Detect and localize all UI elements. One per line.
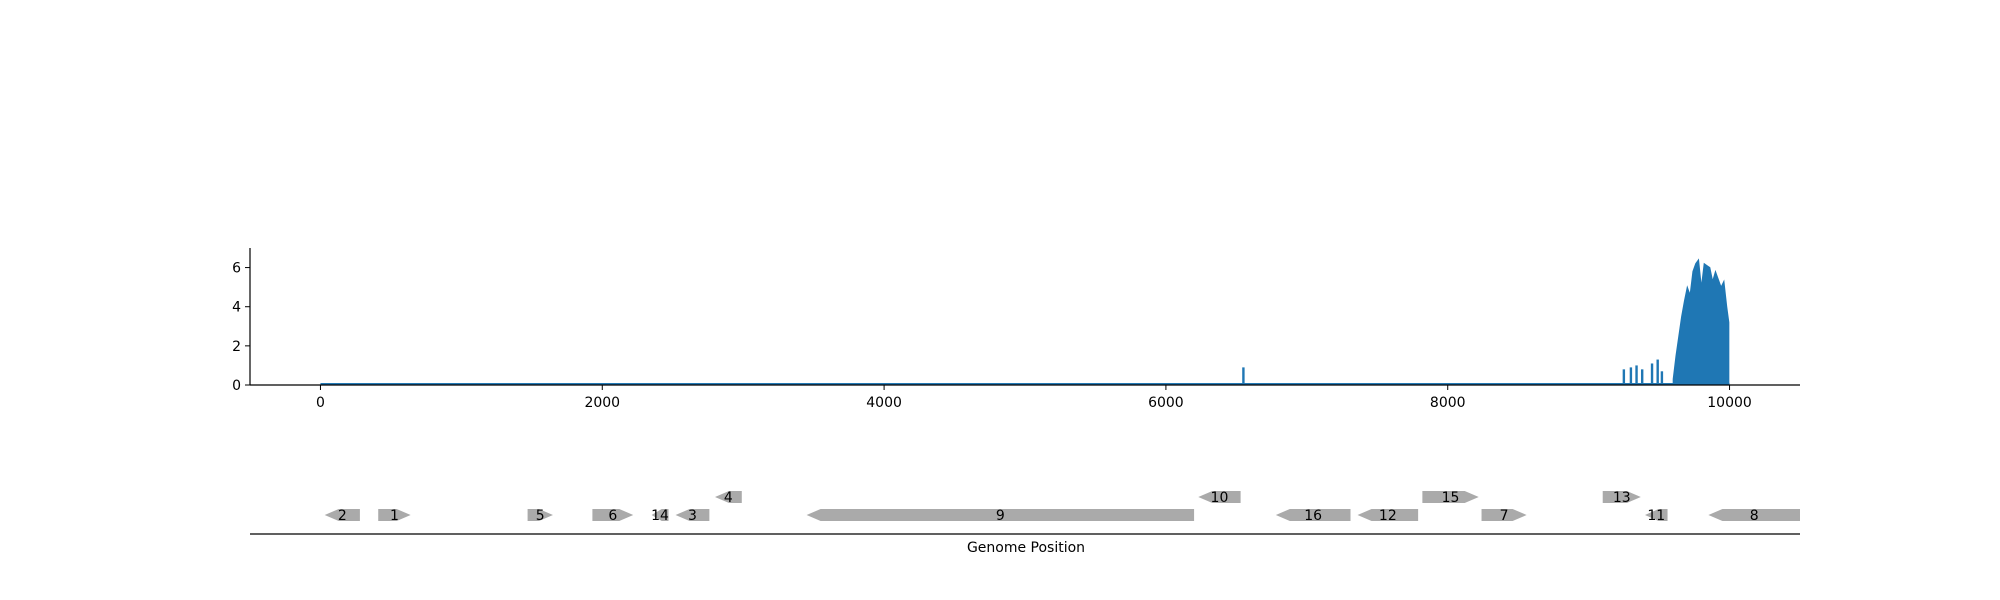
x-tick-label: 6000 xyxy=(1148,395,1184,411)
gene-label: 5 xyxy=(536,508,545,524)
gene-6: 6 xyxy=(592,508,634,524)
gene-7: 7 xyxy=(1481,508,1527,524)
y-tick: 4 xyxy=(232,300,250,316)
gene-arrow xyxy=(715,491,742,503)
x-tick: 4000 xyxy=(866,385,902,411)
gene-arrow xyxy=(378,509,411,521)
gene-13: 13 xyxy=(1602,490,1641,506)
gene-arrow xyxy=(527,509,553,521)
gene-arrow xyxy=(1481,509,1527,521)
gene-4: 4 xyxy=(715,490,742,506)
coverage-spike xyxy=(1660,371,1664,385)
gene-label: 16 xyxy=(1304,508,1322,524)
x-tick-label: 4000 xyxy=(866,395,902,411)
gene-15: 15 xyxy=(1422,490,1479,506)
y-tick: 0 xyxy=(232,378,250,394)
gene-arrow xyxy=(651,509,669,521)
gene-14: 14 xyxy=(651,508,669,524)
gene-11: 11 xyxy=(1645,508,1668,524)
gene-8: 8 xyxy=(1708,508,1800,524)
gene-map-xlabel: Genome Position xyxy=(967,540,1085,556)
x-tick-label: 8000 xyxy=(1430,395,1466,411)
gene-arrow xyxy=(1357,509,1419,521)
y-tick: 2 xyxy=(232,339,250,355)
x-tick: 10000 xyxy=(1707,385,1752,411)
y-tick-label: 6 xyxy=(232,261,241,277)
x-tick-label: 0 xyxy=(316,395,325,411)
gene-label: 8 xyxy=(1750,508,1759,524)
gene-label: 11 xyxy=(1647,508,1665,524)
gene-9: 9 xyxy=(806,508,1195,524)
gene-arrow xyxy=(1708,509,1800,521)
gene-arrow xyxy=(1422,491,1479,503)
gene-5: 5 xyxy=(527,508,553,524)
gene-arrow xyxy=(675,509,710,521)
y-tick-label: 0 xyxy=(232,378,241,394)
gene-1: 1 xyxy=(378,508,411,524)
gene-label: 7 xyxy=(1500,508,1509,524)
coverage-baseline xyxy=(320,383,1730,385)
gene-16: 16 xyxy=(1275,508,1351,524)
coverage-x-ticks: 0 2000 4000 6000 8000 10000 xyxy=(316,385,1752,411)
gene-label: 14 xyxy=(651,508,669,524)
gene-label: 6 xyxy=(608,508,617,524)
gene-3: 3 xyxy=(675,508,710,524)
coverage-spike xyxy=(1635,365,1638,385)
x-tick-label: 2000 xyxy=(584,395,620,411)
coverage-chart: 0 2000 4000 6000 8000 10000 0 2 4 6 xyxy=(232,248,1800,411)
coverage-spike xyxy=(1242,367,1245,385)
gene-arrow xyxy=(1275,509,1351,521)
gene-arrow xyxy=(1198,491,1241,503)
gene-label: 15 xyxy=(1442,490,1460,506)
y-tick-label: 2 xyxy=(232,339,241,355)
gene-2: 2 xyxy=(324,508,360,524)
y-tick-label: 4 xyxy=(232,300,241,316)
gene-12: 12 xyxy=(1357,508,1419,524)
x-tick: 6000 xyxy=(1148,385,1184,411)
gene-arrow xyxy=(1645,509,1668,521)
gene-label: 3 xyxy=(688,508,697,524)
x-tick: 0 xyxy=(316,385,325,411)
gene-label: 13 xyxy=(1613,490,1631,506)
coverage-spike xyxy=(1656,359,1659,385)
gene-arrow xyxy=(592,509,634,521)
coverage-y-ticks: 0 2 4 6 xyxy=(232,261,250,394)
gene-label: 2 xyxy=(338,508,347,524)
x-tick-label: 10000 xyxy=(1707,395,1752,411)
gene-label: 4 xyxy=(724,490,733,506)
coverage-spike xyxy=(1640,369,1644,385)
y-tick: 6 xyxy=(232,261,250,277)
gene-label: 10 xyxy=(1211,490,1229,506)
x-tick: 8000 xyxy=(1430,385,1466,411)
coverage-spike xyxy=(1629,367,1633,385)
gene-arrow xyxy=(1602,491,1641,503)
gene-label: 12 xyxy=(1379,508,1397,524)
coverage-spike xyxy=(1650,363,1654,385)
x-tick: 2000 xyxy=(584,385,620,411)
gene-label: 9 xyxy=(996,508,1005,524)
gene-label: 1 xyxy=(390,508,399,524)
coverage-plot-area xyxy=(320,258,1730,386)
coverage-peak xyxy=(1672,258,1730,386)
coverage-spike xyxy=(1622,369,1626,385)
gene-10: 10 xyxy=(1198,490,1241,506)
gene-arrow xyxy=(324,509,360,521)
gene-arrow xyxy=(806,509,1195,521)
